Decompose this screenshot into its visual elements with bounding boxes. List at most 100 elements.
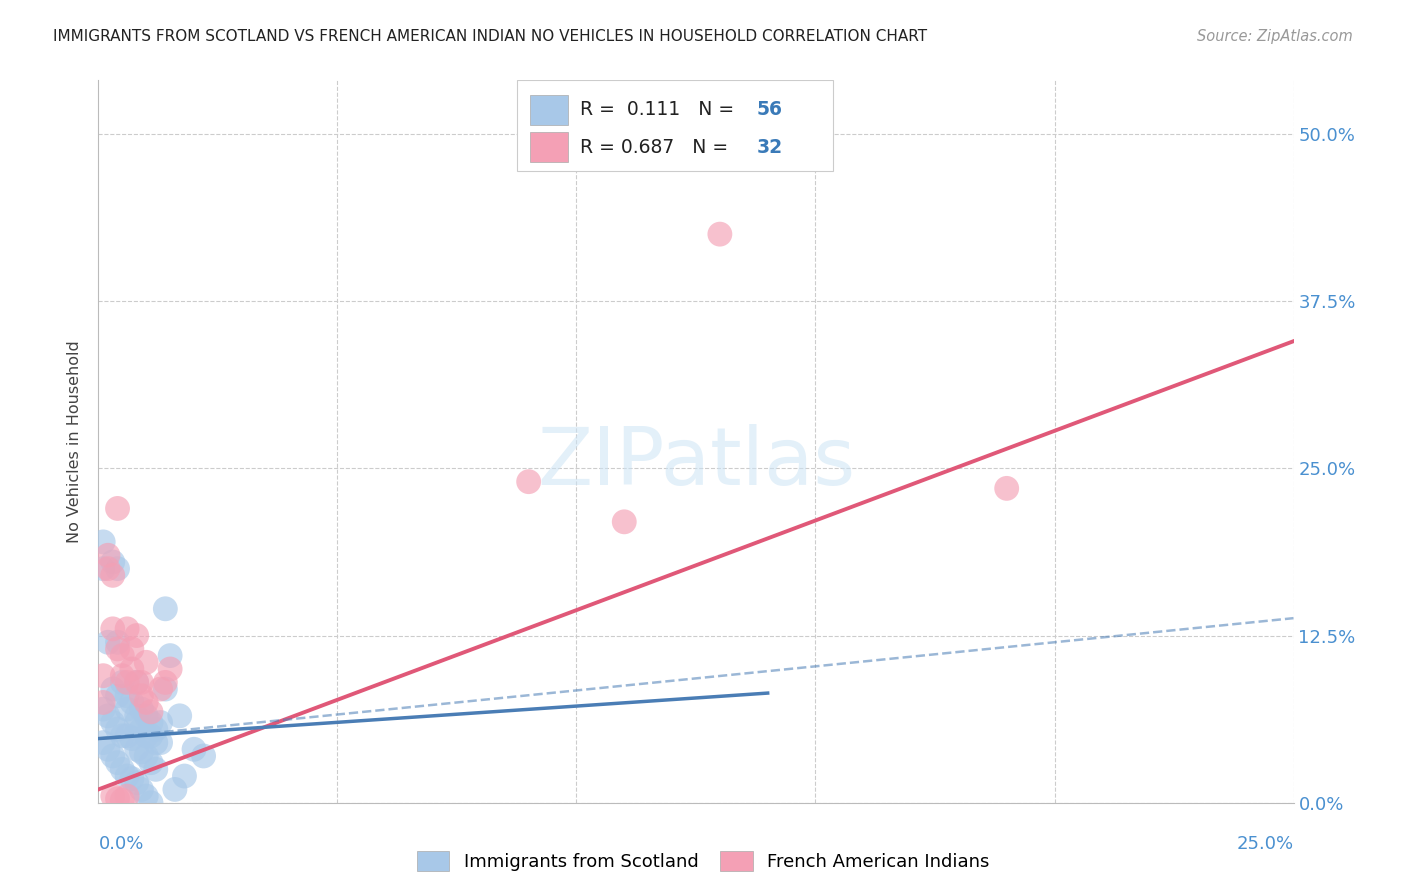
Point: [517, 475, 540, 489]
Point: [155, 681, 177, 696]
Point: [139, 756, 162, 770]
Point: [115, 729, 138, 743]
Point: [107, 642, 129, 657]
Point: [131, 723, 153, 737]
Point: [115, 689, 138, 703]
Point: [125, 628, 148, 642]
Point: [125, 708, 148, 723]
Point: [135, 708, 157, 723]
Point: [159, 648, 181, 663]
Point: [115, 789, 138, 804]
Point: [97, 635, 120, 649]
Point: [121, 731, 143, 746]
Point: [169, 708, 191, 723]
Point: [107, 723, 129, 737]
Point: [111, 669, 134, 683]
Point: [115, 702, 138, 716]
Point: [149, 715, 172, 730]
Point: [97, 548, 120, 563]
Point: [173, 769, 195, 783]
Point: [135, 696, 157, 710]
Text: 56: 56: [756, 101, 783, 120]
Point: [135, 729, 157, 743]
Point: [131, 702, 153, 716]
FancyBboxPatch shape: [530, 95, 568, 125]
Point: [115, 675, 138, 690]
Point: [107, 501, 129, 516]
Point: [107, 689, 129, 703]
Point: [125, 675, 148, 690]
Text: 32: 32: [756, 137, 783, 157]
Point: [121, 662, 143, 676]
Point: [613, 515, 636, 529]
Point: [149, 681, 172, 696]
Text: 25.0%: 25.0%: [1236, 835, 1294, 854]
Point: [131, 675, 153, 690]
Point: [107, 635, 129, 649]
Point: [155, 675, 177, 690]
Point: [125, 675, 148, 690]
FancyBboxPatch shape: [517, 80, 834, 170]
Point: [107, 562, 129, 576]
Text: ZIPatlas: ZIPatlas: [537, 425, 855, 502]
Point: [131, 745, 153, 759]
Point: [111, 729, 134, 743]
Point: [111, 762, 134, 776]
Point: [139, 729, 162, 743]
Point: [149, 735, 172, 749]
Text: R =  0.111   N =: R = 0.111 N =: [581, 101, 740, 120]
Text: R = 0.687   N =: R = 0.687 N =: [581, 137, 734, 157]
Text: IMMIGRANTS FROM SCOTLAND VS FRENCH AMERICAN INDIAN NO VEHICLES IN HOUSEHOLD CORR: IMMIGRANTS FROM SCOTLAND VS FRENCH AMERI…: [53, 29, 928, 44]
Y-axis label: No Vehicles in Household: No Vehicles in Household: [67, 340, 83, 543]
Point: [115, 622, 138, 636]
Point: [91, 534, 114, 549]
Point: [101, 789, 124, 804]
Point: [111, 793, 134, 807]
Point: [193, 749, 215, 764]
Point: [101, 555, 124, 569]
Point: [135, 789, 157, 804]
Point: [101, 715, 124, 730]
Point: [145, 735, 167, 749]
Point: [145, 762, 167, 776]
Point: [135, 749, 157, 764]
Point: [115, 769, 138, 783]
Point: [125, 715, 148, 730]
Point: [709, 227, 731, 242]
Point: [101, 681, 124, 696]
Point: [995, 482, 1018, 496]
Point: [139, 715, 162, 730]
Point: [163, 782, 186, 797]
Point: [131, 689, 153, 703]
Point: [91, 669, 114, 683]
Point: [97, 708, 120, 723]
Point: [91, 562, 114, 576]
Point: [121, 642, 143, 657]
Point: [91, 735, 114, 749]
Point: [139, 705, 162, 719]
Text: 0.0%: 0.0%: [98, 835, 143, 854]
Point: [125, 776, 148, 790]
Point: [91, 702, 114, 716]
FancyBboxPatch shape: [530, 132, 568, 162]
Text: Source: ZipAtlas.com: Source: ZipAtlas.com: [1197, 29, 1353, 44]
Point: [131, 782, 153, 797]
Point: [155, 602, 177, 616]
Point: [139, 796, 162, 810]
Point: [121, 696, 143, 710]
Point: [91, 696, 114, 710]
Point: [111, 675, 134, 690]
Point: [107, 756, 129, 770]
Legend: Immigrants from Scotland, French American Indians: Immigrants from Scotland, French America…: [409, 844, 997, 879]
Point: [159, 662, 181, 676]
Point: [101, 568, 124, 582]
Point: [135, 655, 157, 669]
Point: [107, 792, 129, 806]
Point: [101, 622, 124, 636]
Point: [101, 749, 124, 764]
Point: [145, 723, 167, 737]
Point: [183, 742, 205, 756]
Point: [121, 772, 143, 786]
Point: [125, 742, 148, 756]
Point: [111, 648, 134, 663]
